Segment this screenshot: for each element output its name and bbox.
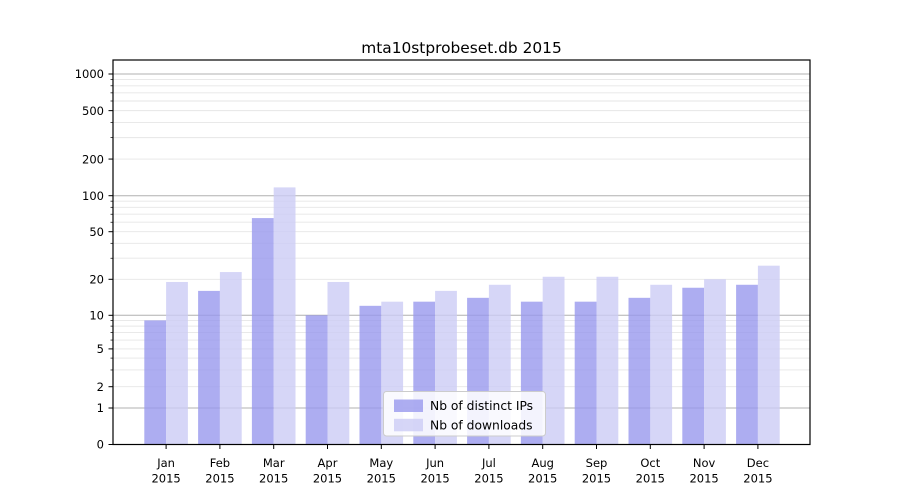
bar-distinct-ips-mar	[251, 218, 274, 445]
bar-distinct-ips-may	[359, 305, 382, 445]
bar-distinct-ips-dec	[736, 284, 758, 445]
x-tick-year-jul: 2015	[474, 472, 503, 486]
bar-downloads-jan	[166, 281, 188, 445]
x-tick-year-dec: 2015	[743, 472, 772, 486]
bar-distinct-ips-sep	[574, 301, 597, 445]
y-tick-label-10: 10	[89, 309, 104, 323]
x-tick-year-feb: 2015	[205, 472, 234, 486]
x-tick-label-jan: Jan	[156, 456, 175, 470]
y-tick-label-500: 500	[82, 104, 104, 118]
x-tick-label-dec: Dec	[747, 456, 769, 470]
x-tick-year-oct: 2015	[636, 472, 665, 486]
bar-downloads-feb	[219, 272, 242, 445]
y-tick-label-20: 20	[89, 272, 104, 286]
x-tick-year-sep: 2015	[582, 472, 611, 486]
legend	[383, 391, 546, 437]
legend-swatch-downloads	[394, 418, 423, 432]
y-tick-label-5: 5	[97, 342, 104, 356]
x-tick-label-aug: Aug	[531, 456, 553, 470]
x-tick-label-nov: Nov	[693, 456, 716, 470]
x-tick-label-may: May	[369, 456, 393, 470]
x-tick-label-jun: Jun	[425, 456, 444, 470]
x-tick-year-aug: 2015	[528, 472, 557, 486]
x-tick-label-sep: Sep	[586, 456, 608, 470]
x-tick-label-feb: Feb	[210, 456, 230, 470]
x-tick-label-mar: Mar	[263, 456, 285, 470]
plot-frame	[112, 59, 811, 446]
chart-title: mta10stprobeset.db 2015	[361, 39, 562, 57]
bar-distinct-ips-feb	[198, 290, 220, 445]
y-tick-label-100: 100	[82, 189, 104, 203]
x-tick-year-jun: 2015	[420, 472, 449, 486]
y-tick-label-2: 2	[97, 380, 104, 394]
bar-downloads-mar	[273, 187, 296, 445]
bar-downloads-aug	[542, 276, 565, 445]
x-tick-year-apr: 2015	[313, 472, 342, 486]
x-tick-year-jan: 2015	[151, 472, 180, 486]
y-tick-label-50: 50	[89, 225, 104, 239]
x-tick-label-jul: Jul	[481, 456, 496, 470]
x-tick-year-may: 2015	[367, 472, 396, 486]
y-tick-label-0: 0	[97, 438, 104, 452]
bar-distinct-ips-jan	[144, 320, 167, 445]
x-tick-label-apr: Apr	[318, 456, 338, 470]
bar-distinct-ips-apr	[305, 315, 328, 445]
bar-downloads-dec	[757, 265, 780, 445]
bar-downloads-nov	[704, 279, 726, 445]
x-tick-label-oct: Oct	[640, 456, 660, 470]
bar-downloads-sep	[596, 276, 619, 445]
bar-downloads-oct	[650, 284, 673, 445]
legend-label-distinct-ips: Nb of distinct IPs	[430, 399, 533, 413]
x-tick-year-nov: 2015	[689, 472, 718, 486]
legend-swatch-distinct-ips	[394, 399, 423, 412]
x-tick-year-mar: 2015	[259, 472, 288, 486]
y-tick-label-200: 200	[82, 152, 104, 166]
y-tick-label-1: 1	[97, 401, 104, 415]
legend-label-downloads: Nb of downloads	[430, 418, 533, 432]
bar-distinct-ips-nov	[682, 287, 705, 445]
bar-downloads-apr	[327, 281, 350, 445]
bar-distinct-ips-oct	[628, 297, 651, 445]
y-tick-label-1000: 1000	[75, 67, 104, 81]
